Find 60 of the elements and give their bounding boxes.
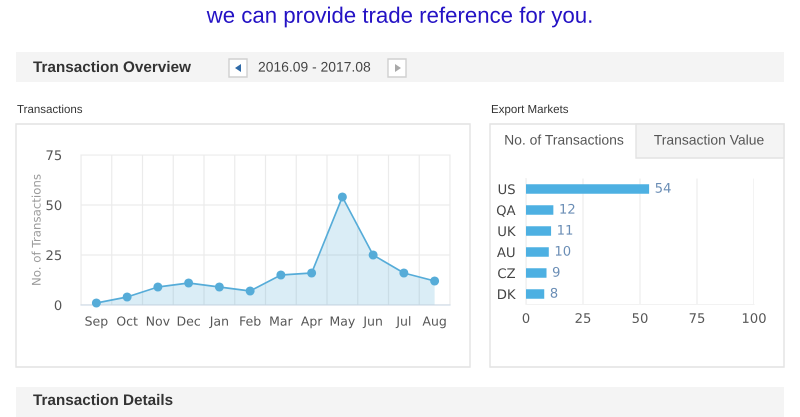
x-tick-label: Aug xyxy=(422,316,446,328)
x-tick-label: May xyxy=(330,316,355,328)
point xyxy=(214,282,224,292)
x-tick-label: Jul xyxy=(396,316,410,328)
point xyxy=(368,250,378,260)
x-tick-label: Sep xyxy=(85,316,108,328)
y-tick-label: DK xyxy=(498,289,516,300)
bar xyxy=(526,205,554,215)
x-tick-label: 0 xyxy=(522,313,530,324)
point xyxy=(307,268,316,278)
bar xyxy=(526,184,650,194)
y-tick-label: US xyxy=(498,184,515,194)
bar xyxy=(526,268,547,278)
text: Transaction Value xyxy=(654,134,764,145)
x-tick-label: Jan xyxy=(209,316,228,328)
data-label: 10 xyxy=(556,246,570,256)
point xyxy=(276,270,286,280)
chart-title: Transactions xyxy=(17,104,82,114)
text: Transaction Overview xyxy=(33,60,191,72)
point xyxy=(122,292,132,302)
point xyxy=(430,276,440,286)
point xyxy=(338,192,347,202)
x-tick-label: Feb xyxy=(240,316,261,326)
x-tick-label: 100 xyxy=(742,313,766,324)
y-tick-label: 25 xyxy=(46,250,62,260)
bar xyxy=(526,247,549,257)
data-label: 12 xyxy=(560,204,574,214)
data-label: 8 xyxy=(550,288,558,298)
text: 2016.09 - 2017.08 xyxy=(258,62,370,72)
text: No. of Transactions xyxy=(505,134,624,145)
point xyxy=(184,278,194,288)
y-axis-title: No. of Transactions xyxy=(32,174,41,285)
x-tick-label: Mar xyxy=(270,316,293,326)
y-tick-label: 0 xyxy=(54,300,62,310)
point xyxy=(92,298,101,308)
y-tick-label: 75 xyxy=(46,150,62,160)
bar xyxy=(526,289,544,299)
point xyxy=(246,286,255,296)
chart-title: Export Markets xyxy=(492,104,568,116)
x-tick-label: 50 xyxy=(632,313,648,324)
point xyxy=(153,282,162,292)
y-tick-label: UK xyxy=(498,226,516,236)
bar xyxy=(526,226,552,236)
y-tick-label: QA xyxy=(496,205,516,217)
x-tick-label: 25 xyxy=(576,313,590,324)
x-tick-label: Apr xyxy=(300,316,322,328)
data-label: 11 xyxy=(558,225,572,235)
x-tick-label: Nov xyxy=(146,316,170,326)
text: we can provide trade reference for you. xyxy=(206,6,592,28)
x-tick-label: Oct xyxy=(117,316,138,326)
text: Transaction Details xyxy=(33,394,172,406)
y-tick-label: 50 xyxy=(46,200,62,210)
point xyxy=(399,268,408,278)
data-label: 54 xyxy=(656,183,671,193)
y-tick-label: AU xyxy=(497,247,514,258)
y-tick-label: CZ xyxy=(498,268,515,278)
data-label: 9 xyxy=(552,266,560,277)
x-tick-label: Dec xyxy=(178,316,200,326)
x-tick-label: Jun xyxy=(362,316,382,328)
x-tick-label: 75 xyxy=(690,313,704,324)
